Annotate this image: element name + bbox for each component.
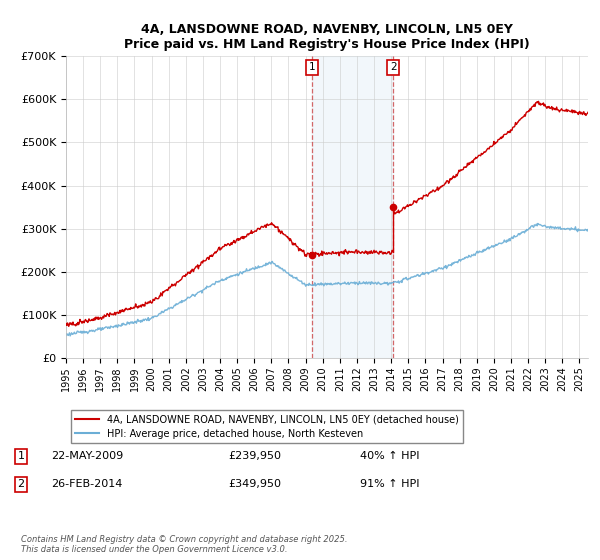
Text: £349,950: £349,950 (228, 479, 281, 489)
Title: 4A, LANSDOWNE ROAD, NAVENBY, LINCOLN, LN5 0EY
Price paid vs. HM Land Registry's : 4A, LANSDOWNE ROAD, NAVENBY, LINCOLN, LN… (124, 22, 530, 50)
Text: 2: 2 (17, 479, 25, 489)
Legend: 4A, LANSDOWNE ROAD, NAVENBY, LINCOLN, LN5 0EY (detached house), HPI: Average pri: 4A, LANSDOWNE ROAD, NAVENBY, LINCOLN, LN… (71, 410, 463, 443)
Text: 40% ↑ HPI: 40% ↑ HPI (360, 451, 419, 461)
Text: Contains HM Land Registry data © Crown copyright and database right 2025.
This d: Contains HM Land Registry data © Crown c… (21, 535, 347, 554)
Text: 1: 1 (17, 451, 25, 461)
Text: 2: 2 (390, 63, 397, 72)
Text: £239,950: £239,950 (228, 451, 281, 461)
Text: 22-MAY-2009: 22-MAY-2009 (51, 451, 123, 461)
Text: 1: 1 (309, 63, 316, 72)
Text: 91% ↑ HPI: 91% ↑ HPI (360, 479, 419, 489)
Bar (312, 56, 393, 358)
Text: 26-FEB-2014: 26-FEB-2014 (51, 479, 122, 489)
